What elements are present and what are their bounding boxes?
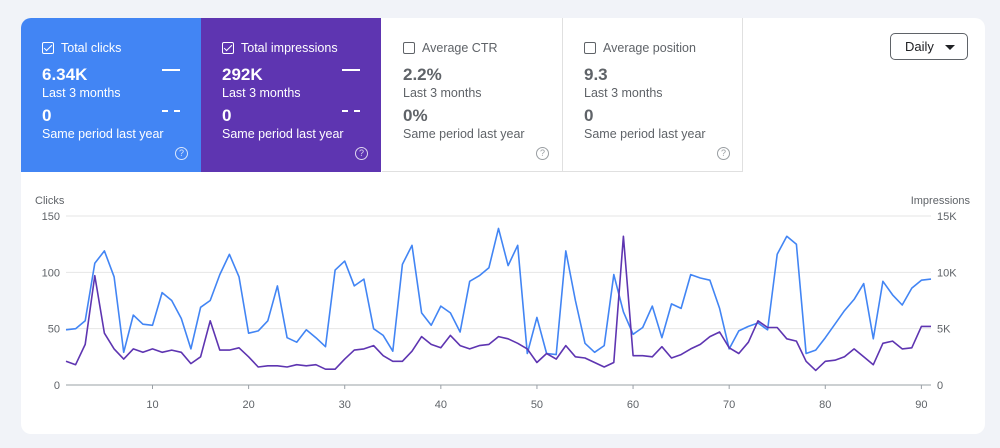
metric-value: 9.3: [584, 65, 608, 84]
y2-axis-label: Impressions: [911, 195, 971, 207]
y-tick-label: 0: [54, 380, 60, 392]
checkbox-icon[interactable]: [584, 42, 596, 54]
metric-value: 292K: [222, 65, 263, 84]
help-icon[interactable]: ?: [175, 147, 188, 160]
metric-prev-value: 0: [42, 106, 52, 125]
solid-line-icon: [162, 69, 180, 71]
metric-header: Total impressions: [222, 40, 381, 56]
help-icon[interactable]: ?: [536, 147, 549, 160]
checkbox-icon[interactable]: [222, 42, 234, 54]
dashed-line-icon: [342, 110, 360, 112]
metric-prev-period: Same period last year: [403, 127, 525, 141]
metric-period: Last 3 months: [403, 86, 482, 100]
x-tick-label: 30: [339, 399, 351, 411]
metric-prev-value: 0: [584, 106, 594, 125]
metric-period: Last 3 months: [42, 86, 121, 100]
metric-prev-value: 0: [222, 106, 232, 125]
metric-label: Average CTR: [422, 41, 498, 55]
metric-period: Last 3 months: [222, 86, 301, 100]
granularity-dropdown[interactable]: Daily: [890, 33, 968, 60]
metric-label: Total clicks: [61, 41, 122, 55]
x-tick-label: 70: [723, 399, 735, 411]
y-tick-label: 150: [42, 211, 60, 223]
metric-total-clicks[interactable]: Total clicks 6.34K Last 3 months 0 Same …: [21, 18, 201, 172]
performance-chart: 0 50 100 150 0 5K 10K 15K 10 20 30 40 50 60 70 80 90 Clic…: [35, 195, 971, 411]
x-tick-label: 50: [531, 399, 543, 411]
x-tick-label: 10: [146, 399, 158, 411]
help-icon[interactable]: ?: [355, 147, 368, 160]
y-tick-label: 50: [48, 324, 60, 336]
x-tick-label: 40: [435, 399, 447, 411]
x-tick-label: 80: [819, 399, 831, 411]
metric-value: 6.34K: [42, 65, 88, 84]
dashed-line-icon: [162, 110, 180, 112]
metric-header: Average position: [584, 40, 742, 56]
clicks-series-line: [65, 235, 931, 372]
granularity-selected: Daily: [905, 39, 934, 54]
metric-total-impressions[interactable]: Total impressions 292K Last 3 months 0 S…: [201, 18, 381, 172]
y2-tick-label: 5K: [937, 324, 951, 336]
checkbox-icon[interactable]: [42, 42, 54, 54]
y-tick-label: 100: [42, 267, 60, 279]
caret-down-icon: [945, 45, 955, 50]
y-axis-label: Clicks: [35, 195, 65, 207]
performance-card: Total clicks 6.34K Last 3 months 0 Same …: [21, 18, 985, 434]
x-tick-label: 90: [915, 399, 927, 411]
impressions-series-line: [65, 227, 932, 356]
metric-prev-period: Same period last year: [584, 127, 706, 141]
metric-value: 2.2%: [403, 65, 442, 84]
y2-tick-label: 0: [937, 380, 943, 392]
metric-label: Average position: [603, 41, 696, 55]
help-icon[interactable]: ?: [717, 147, 730, 160]
metric-prev-value: 0%: [403, 106, 428, 125]
metric-period: Last 3 months: [584, 86, 663, 100]
metric-prev-period: Same period last year: [42, 127, 164, 141]
x-tick-label: 60: [627, 399, 639, 411]
solid-line-icon: [342, 69, 360, 71]
metric-header: Total clicks: [42, 40, 201, 56]
metric-average-ctr[interactable]: Average CTR 2.2% Last 3 months 0% Same p…: [382, 18, 563, 172]
y2-tick-label: 15K: [937, 211, 957, 223]
y2-tick-label: 10K: [937, 267, 957, 279]
checkbox-icon[interactable]: [403, 42, 415, 54]
metric-average-position[interactable]: Average position 9.3 Last 3 months 0 Sam…: [563, 18, 743, 172]
metric-prev-period: Same period last year: [222, 127, 344, 141]
metric-label: Total impressions: [241, 41, 338, 55]
x-tick-label: 20: [242, 399, 254, 411]
metric-header: Average CTR: [403, 40, 562, 56]
